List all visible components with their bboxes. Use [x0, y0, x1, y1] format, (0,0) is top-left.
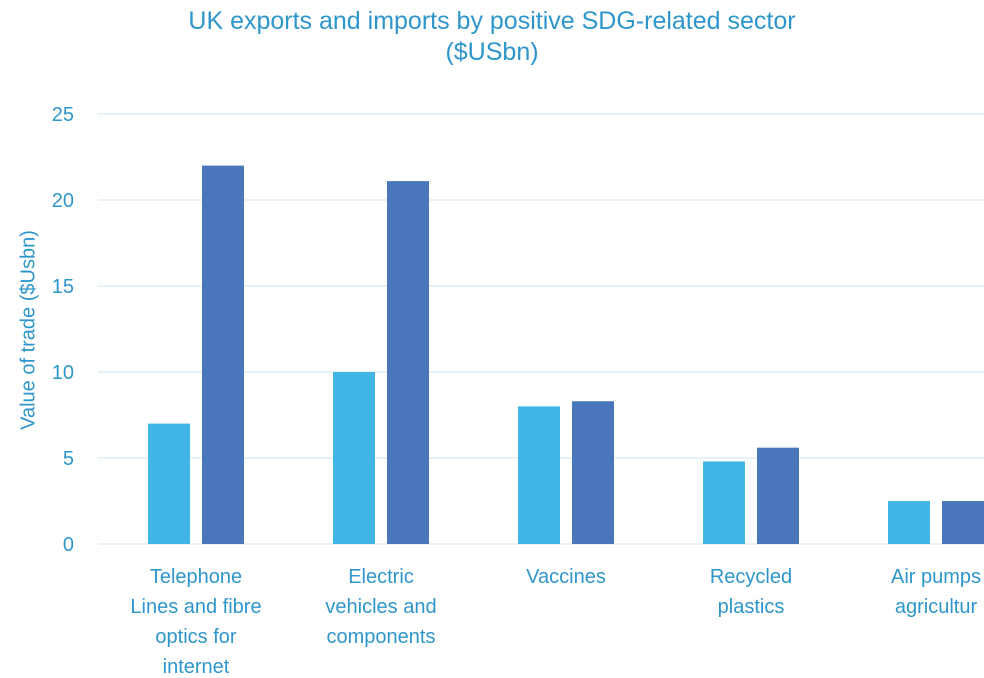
x-category-label: Vaccines [526, 566, 606, 588]
bar-series-2 [942, 501, 984, 544]
bar-series-2 [202, 165, 244, 544]
y-tick-label: 15 [52, 276, 74, 298]
y-tick-label: 25 [52, 104, 74, 126]
y-tick-label: 10 [52, 362, 74, 384]
x-category-label: Telephone [150, 566, 242, 588]
x-category-label: Air pumps [891, 566, 981, 588]
y-axis-ticks: 0 5 10 15 20 25 [52, 104, 74, 556]
x-category-label: plastics [718, 596, 785, 618]
x-category-label: optics for [155, 626, 236, 648]
y-tick-label: 20 [52, 190, 74, 212]
x-category-label: agricultur [895, 596, 978, 618]
bars [148, 165, 984, 544]
bar-series-2 [757, 447, 799, 544]
x-category-label: internet [163, 656, 230, 678]
x-category-label: Electric [348, 566, 414, 588]
x-category-label: Lines and fibre [130, 596, 261, 618]
bar-series-1 [888, 501, 930, 544]
bar-series-2 [387, 181, 429, 544]
bar-series-1 [703, 461, 745, 544]
chart-title: UK exports and imports by positive SDG-r… [188, 7, 796, 66]
bar-series-1 [148, 423, 190, 544]
x-category-label: Recycled [710, 566, 792, 588]
bar-series-1 [518, 406, 560, 544]
x-axis-categories: Telephone Lines and fibre optics for intern… [130, 566, 981, 678]
x-category-label: components [327, 626, 436, 648]
bar-series-1 [333, 372, 375, 544]
bar-series-2 [572, 401, 614, 544]
x-category-label: vehicles and [325, 596, 436, 618]
y-tick-label: 0 [63, 534, 74, 556]
y-tick-label: 5 [63, 448, 74, 470]
